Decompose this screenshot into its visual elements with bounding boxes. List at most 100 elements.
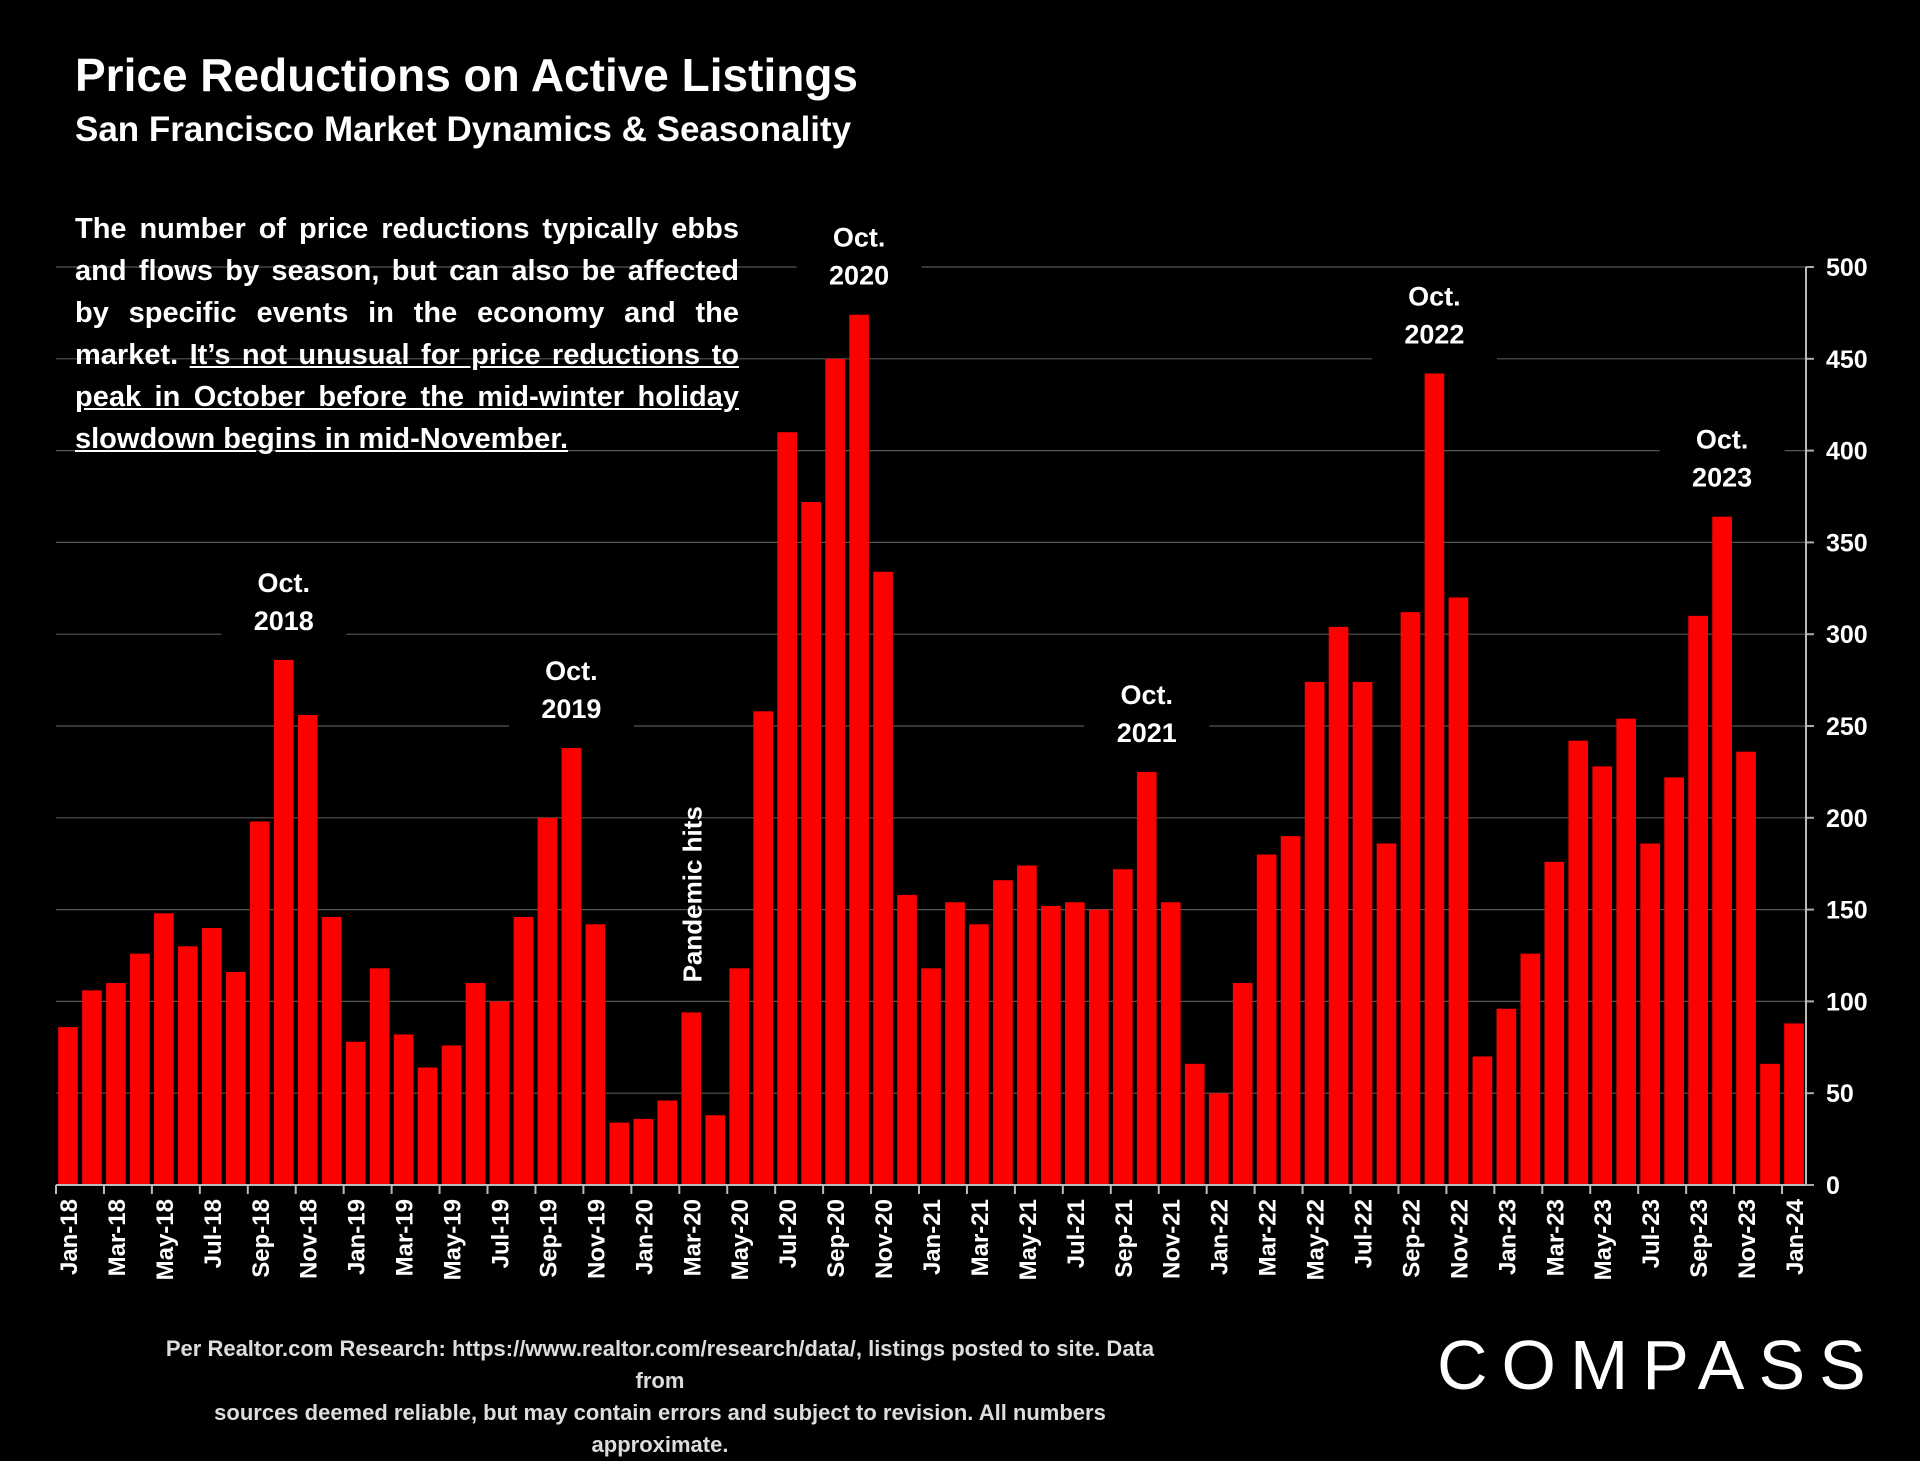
bar-Jan-22 [1208, 1093, 1229, 1185]
chart-title: Price Reductions on Active Listings [75, 49, 859, 101]
bar-Jul-22 [1352, 681, 1373, 1185]
footnote-line-1: Per Realtor.com Research: https://www.re… [165, 1336, 1155, 1393]
bar-Jul-23 [1640, 843, 1661, 1185]
x-tick-label: Nov-18 [296, 1199, 323, 1279]
bar-Oct-21 [1136, 771, 1157, 1185]
bar-Jun-18 [178, 946, 198, 1185]
bar-Dec-23 [1760, 1063, 1780, 1185]
x-tick-label: Nov-21 [1159, 1199, 1186, 1279]
bar-Dec-18 [321, 916, 342, 1185]
bar-Aug-19 [513, 916, 534, 1185]
bar-May-19 [441, 1045, 462, 1185]
y-tick-label: 100 [1826, 988, 1868, 1016]
bar-Jun-23 [1616, 718, 1637, 1185]
bar-Mar-23 [1544, 861, 1565, 1185]
x-tick-label: Jan-21 [919, 1199, 946, 1275]
y-tick-label: 0 [1826, 1172, 1840, 1200]
x-tick-label: Sep-20 [823, 1199, 850, 1278]
footnote-line-2: sources deemed reliable, but may contain… [214, 1400, 1106, 1457]
bar-Nov-19 [585, 924, 606, 1185]
bar-Jan-23 [1496, 1008, 1517, 1185]
x-tick-label: May-21 [1015, 1199, 1042, 1280]
x-tick-label: May-22 [1303, 1199, 1330, 1280]
x-tick-label: Nov-22 [1446, 1199, 1473, 1279]
annotation-backdrop [1659, 416, 1785, 507]
x-tick-label: Mar-21 [967, 1199, 994, 1276]
x-tick-label: Jan-18 [56, 1199, 83, 1275]
bar-Feb-23 [1520, 953, 1541, 1185]
bar-Oct-18 [273, 659, 294, 1185]
note-text: The number of price reductions typically… [75, 213, 739, 371]
annotation-backdrop [508, 648, 634, 739]
compass-logo: COMPASS [1437, 1326, 1880, 1404]
bar-Sep-20 [825, 358, 845, 1185]
x-tick-label: Jul-18 [200, 1199, 227, 1268]
x-tick-label: May-19 [440, 1199, 467, 1280]
bar-Aug-21 [1088, 909, 1109, 1185]
annotation-backdrop [1084, 671, 1210, 762]
annotation-label: 2020 [829, 261, 889, 291]
bar-Oct-22 [1424, 373, 1445, 1185]
bar-May-23 [1592, 766, 1613, 1185]
y-tick-label: 400 [1826, 438, 1868, 466]
bar-Sep-18 [249, 821, 270, 1185]
bar-Jul-20 [777, 432, 797, 1185]
bar-Mar-20 [681, 1012, 702, 1185]
y-tick-label: 350 [1826, 529, 1868, 557]
bar-Feb-21 [945, 902, 965, 1185]
bar-Feb-22 [1232, 983, 1253, 1185]
annotation-label: Oct. [1408, 281, 1461, 311]
x-tick-label: Jul-20 [775, 1199, 802, 1268]
y-tick-label: 150 [1826, 897, 1868, 925]
x-tick-label: Sep-19 [535, 1199, 562, 1278]
x-tick-label: Nov-20 [871, 1199, 898, 1279]
bar-Aug-20 [801, 502, 821, 1185]
bar-Jul-21 [1065, 902, 1085, 1185]
bar-Nov-20 [873, 571, 893, 1185]
annotation-label: 2021 [1117, 718, 1177, 748]
annotation-label: Oct. [833, 223, 886, 253]
bar-Dec-20 [897, 894, 917, 1185]
y-tick-label: 450 [1826, 346, 1868, 374]
annotation-label: Oct. [545, 656, 598, 686]
bar-May-18 [154, 913, 174, 1185]
x-tick-label: Mar-23 [1542, 1199, 1569, 1276]
y-tick-label: 50 [1826, 1080, 1854, 1108]
x-tick-label: Jan-19 [344, 1199, 371, 1275]
bar-May-22 [1304, 681, 1325, 1185]
annotation-pandemic: Pandemic hits [677, 806, 707, 982]
bar-Mar-19 [393, 1034, 414, 1185]
bar-Mar-18 [106, 983, 126, 1185]
bar-Nov-21 [1160, 902, 1181, 1185]
bar-Sep-21 [1112, 869, 1133, 1185]
bar-Aug-18 [225, 972, 246, 1185]
annotation-label: 2022 [1404, 319, 1464, 349]
bar-Apr-23 [1568, 740, 1589, 1185]
bar-Aug-22 [1376, 843, 1397, 1185]
bar-Apr-22 [1280, 836, 1301, 1185]
annotation-backdrop [221, 559, 347, 650]
annotations: Oct. 2018 Oct. 2019 Oct. 2020 Oct. 2021 Oct. 2022… [221, 214, 1785, 982]
bar-Oct-20 [849, 314, 869, 1186]
x-tick-labels: Jan-18 Mar-18 May-18 Jul-18 Sep-18 Nov-18 Jan-… [56, 1198, 1809, 1280]
bar-Jul-19 [489, 1001, 510, 1185]
x-tick-label: Sep-23 [1686, 1199, 1713, 1278]
annotation-label: 2023 [1692, 463, 1752, 493]
bar-Apr-21 [993, 880, 1013, 1185]
bar-Jun-21 [1041, 905, 1061, 1185]
gridlines [56, 266, 1806, 1094]
bar-Jun-22 [1328, 626, 1349, 1185]
explanatory-note: The number of price reductions typically… [75, 208, 739, 460]
bar-Mar-21 [969, 924, 989, 1185]
bar-Jan-24 [1784, 1023, 1804, 1185]
bar-Feb-18 [82, 990, 102, 1185]
y-tick-label: 300 [1826, 621, 1868, 649]
bar-Jan-20 [633, 1118, 654, 1185]
y-tick-labels: 0 50 100 150 200 250 300 350 400 450 500 [1826, 254, 1868, 1200]
bar-Jun-20 [753, 711, 774, 1185]
annotation-label: 2018 [254, 606, 314, 636]
bar-Jan-18 [58, 1027, 78, 1185]
bar-Dec-22 [1472, 1056, 1493, 1185]
x-tick-label: Jan-22 [1207, 1199, 1234, 1275]
